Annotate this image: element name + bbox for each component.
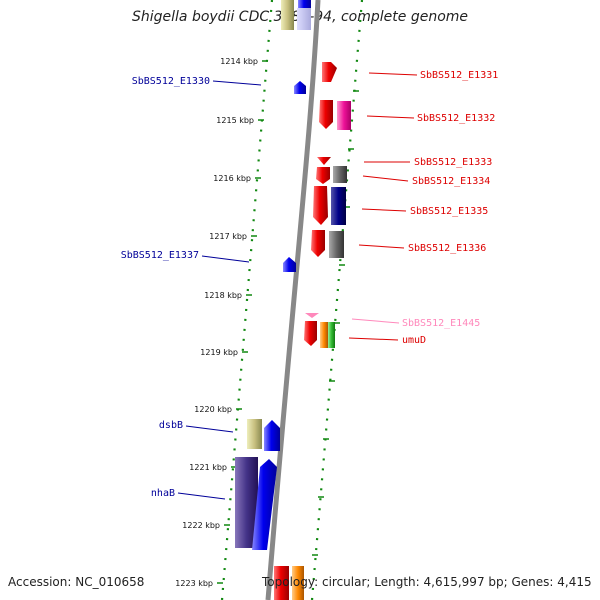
label-line-dsbb	[185, 425, 234, 433]
gene-arrow-sbbs512-e1336-red[interactable]	[311, 230, 325, 257]
gene-label-sbbs512-e1330[interactable]: SbBS512_E1330	[132, 76, 210, 87]
gene-block-nhab-purple[interactable]	[235, 457, 258, 548]
gene-arrow-sbbs512-e1330[interactable]	[294, 81, 306, 94]
label-line-sbbs512-e1332	[366, 115, 415, 119]
label-line-nhab	[177, 492, 226, 500]
label-line-sbbs512-e1337	[201, 255, 250, 263]
tick-label-1222: 1222 kbp	[182, 521, 220, 530]
tick-label-1220: 1220 kbp	[194, 405, 232, 414]
gene-label-sbbs512-e1334[interactable]: SbBS512_E1334	[412, 176, 490, 187]
gene-label-sbbs512-e1336[interactable]: SbBS512_E1336	[408, 243, 486, 254]
right-boundary-ticks	[312, 90, 359, 556]
gene-label-nhab[interactable]: nhaB	[151, 488, 175, 499]
accession-text: Accession: NC_010658	[8, 575, 145, 589]
gene-arrow-sbbs512-e1335-red[interactable]	[313, 186, 328, 225]
gene-label-dsbb[interactable]: dsbB	[159, 420, 183, 431]
gene-block-umud-green[interactable]	[328, 322, 335, 348]
scale-ticks: 1214 kbp 1215 kbp 1216 kbp 1217 kbp 1218…	[175, 57, 268, 588]
label-line-sbbs512-e1331	[368, 72, 418, 76]
gene-arrow-sbbs512-e1331[interactable]	[322, 62, 337, 82]
right-track-boundary	[310, 0, 364, 600]
gene-label-sbbs512-e1331[interactable]: SbBS512_E1331	[420, 70, 498, 81]
label-line-sbbs512-e1445	[351, 318, 400, 324]
label-line-sbbs512-e1330	[212, 80, 262, 86]
gene-label-sbbs512-e1337[interactable]: SbBS512_E1337	[121, 250, 199, 261]
gene-label-sbbs512-e1332[interactable]: SbBS512_E1332	[417, 113, 495, 124]
tick-label-1221: 1221 kbp	[189, 463, 227, 472]
label-line-sbbs512-e1336	[358, 244, 405, 249]
tick-label-1217: 1217 kbp	[209, 232, 247, 241]
tick-label-1218: 1218 kbp	[204, 291, 242, 300]
tick-label-1215: 1215 kbp	[216, 116, 254, 125]
gene-block-bottom-orange[interactable]	[292, 566, 304, 600]
topology-text: Topology: circular; Length: 4,615,997 bp…	[262, 575, 592, 589]
gene-label-sbbs512-e1445[interactable]: SbBS512_E1445	[402, 318, 480, 329]
left-track-boundary	[220, 0, 274, 600]
gene-label-sbbs512-e1335[interactable]: SbBS512_E1335	[410, 206, 488, 217]
tick-label-1223: 1223 kbp	[175, 579, 213, 588]
gene-block-bottom-red[interactable]	[274, 566, 289, 600]
gene-label-sbbs512-e1333[interactable]: SbBS512_E1333	[414, 157, 492, 168]
label-line-sbbs512-e1335	[361, 208, 407, 212]
gene-arrow-umud-red[interactable]	[304, 321, 317, 346]
gene-block-dsbb-khaki[interactable]	[247, 419, 262, 449]
tick-label-1214: 1214 kbp	[220, 57, 258, 66]
gene-block-sbbs512-e1332-pink[interactable]	[337, 101, 351, 130]
label-line-umud	[348, 337, 399, 341]
gene-label-umud[interactable]: umuD	[402, 335, 426, 346]
gene-arrow-sbbs512-e1445[interactable]	[305, 313, 319, 318]
gene-block-top-lavender[interactable]	[297, 8, 311, 30]
gene-arrow-sbbs512-e1333[interactable]	[317, 157, 331, 165]
gene-block-umud-orange[interactable]	[320, 322, 328, 348]
gene-block-sbbs512-e1334-gray[interactable]	[333, 166, 347, 183]
gene-arrow-dsbb-blue[interactable]	[264, 420, 280, 451]
tick-label-1216: 1216 kbp	[213, 174, 251, 183]
gene-arrow-nhab-blue[interactable]	[252, 459, 277, 550]
gene-arrow-sbbs512-e1334-red[interactable]	[316, 167, 330, 184]
genome-backbone	[265, 0, 321, 600]
tick-label-1219: 1219 kbp	[200, 348, 238, 357]
label-line-sbbs512-e1334	[362, 175, 409, 182]
gene-arrow-sbbs512-e1332-red[interactable]	[319, 100, 333, 129]
gene-block-top-khaki[interactable]	[281, 0, 294, 30]
gene-block-sbbs512-e1336-gray[interactable]	[329, 231, 344, 258]
gene-arrow-sbbs512-e1337[interactable]	[283, 257, 296, 272]
gene-block-sbbs512-e1335-navy[interactable]	[331, 187, 346, 225]
gene-block-top-blue[interactable]	[298, 0, 311, 8]
